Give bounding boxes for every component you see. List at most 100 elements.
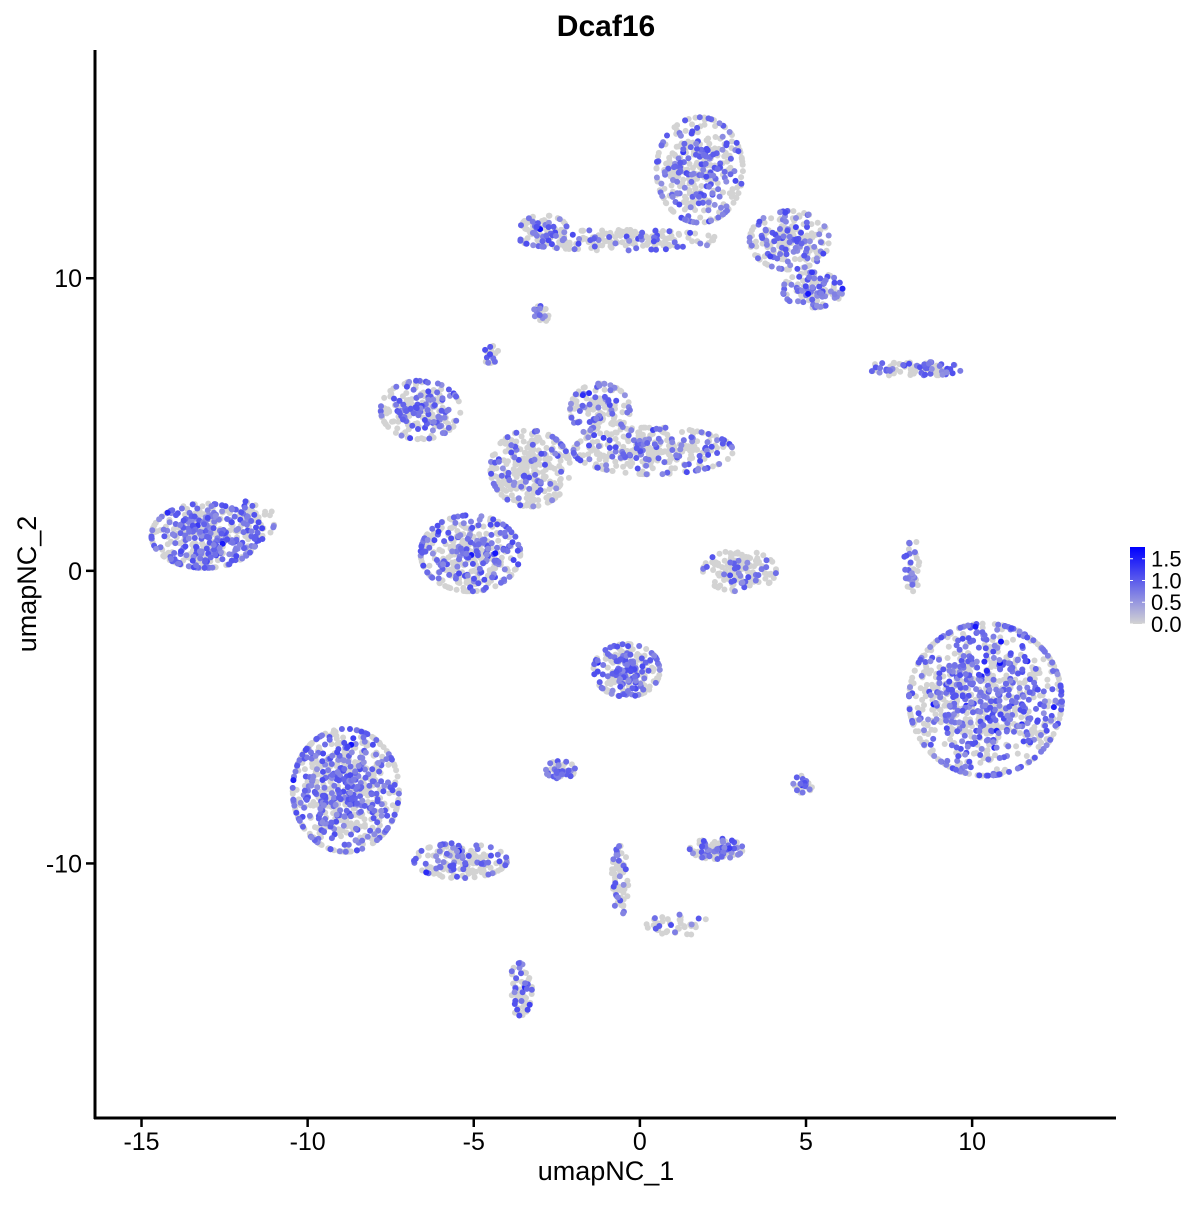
cell-point — [1058, 698, 1065, 705]
cell-point — [782, 218, 789, 225]
cell-point — [932, 699, 939, 706]
cell-point — [805, 290, 812, 297]
cell-point — [1041, 648, 1048, 655]
cell-point — [199, 503, 206, 510]
cell-point — [359, 837, 366, 844]
cell-point — [996, 771, 1003, 778]
cell-point — [424, 537, 431, 543]
cell-point — [960, 653, 967, 659]
cell-point — [719, 564, 725, 571]
cell-point — [396, 409, 403, 416]
cell-point — [985, 736, 991, 743]
cell-point — [242, 498, 249, 505]
cell-point — [556, 491, 563, 498]
cell-point — [664, 916, 671, 923]
cell-point — [562, 448, 569, 455]
cell-point — [267, 529, 274, 536]
cell-point — [962, 763, 969, 770]
cell-point — [475, 580, 482, 587]
cell-point — [482, 584, 489, 591]
cell-point — [557, 477, 563, 484]
cell-point — [681, 216, 688, 223]
cell-point — [248, 518, 255, 524]
cell-point — [567, 405, 574, 412]
cell-point — [454, 563, 461, 570]
cell-point — [548, 446, 555, 453]
cell-point — [593, 415, 600, 422]
cell-point — [619, 239, 626, 246]
cell-point — [662, 424, 669, 431]
cell-point — [518, 433, 525, 440]
cell-point — [359, 845, 366, 852]
cell-point — [667, 172, 674, 179]
cell-point — [368, 791, 375, 798]
cell-point — [222, 503, 229, 510]
cell-point — [491, 557, 498, 564]
cell-point — [803, 219, 810, 226]
cell-point — [996, 702, 1003, 709]
cell-point — [759, 235, 766, 241]
cell-point — [462, 561, 469, 568]
cell-point — [361, 821, 368, 828]
cell-point — [836, 279, 843, 286]
cell-point — [967, 729, 973, 736]
cell-point — [705, 135, 712, 142]
cell-point — [962, 684, 969, 691]
cell-point — [1041, 703, 1047, 710]
cell-point — [475, 552, 481, 559]
cell-point — [586, 227, 593, 234]
cell-point — [319, 732, 325, 739]
cell-point — [1014, 765, 1021, 772]
cell-point — [962, 751, 969, 758]
cell-point — [719, 133, 726, 140]
cell-point — [235, 525, 242, 532]
cell-point — [470, 567, 477, 574]
cell-point — [694, 145, 700, 152]
cell-point — [917, 656, 924, 663]
cell-point — [969, 661, 976, 668]
cell-point — [683, 469, 690, 476]
cell-point — [735, 570, 742, 577]
cell-point — [376, 768, 383, 775]
cell-point — [688, 178, 695, 185]
cell-point — [352, 837, 359, 844]
cell-point — [575, 240, 582, 247]
cell-point — [995, 690, 1001, 697]
cell-point — [506, 477, 513, 484]
cell-point — [978, 746, 985, 752]
cell-point — [452, 575, 459, 582]
cell-point — [727, 572, 734, 579]
cell-point — [972, 623, 979, 630]
cell-point — [909, 674, 916, 681]
cell-point — [328, 761, 335, 767]
cell-point — [489, 452, 496, 459]
cell-point — [421, 417, 428, 423]
cell-point — [178, 548, 184, 555]
cell-point — [786, 239, 793, 246]
cell-point — [910, 588, 917, 595]
cell-point — [714, 450, 721, 456]
cell-point — [1024, 720, 1031, 727]
cell-point — [789, 274, 796, 281]
cell-point — [606, 437, 613, 444]
cell-point — [393, 383, 400, 390]
cell-point — [780, 290, 787, 297]
cell-point — [634, 465, 641, 472]
cell-point — [763, 557, 770, 564]
cell-point — [1037, 732, 1044, 738]
cell-point — [378, 403, 384, 410]
cell-point — [531, 456, 538, 463]
cell-point — [512, 533, 519, 540]
cell-point — [231, 513, 238, 520]
cell-point — [716, 193, 723, 200]
cell-point — [483, 530, 490, 537]
cell-point — [813, 255, 820, 262]
cell-point — [946, 678, 953, 685]
cell-point — [571, 246, 578, 253]
cell-point — [1041, 698, 1048, 705]
cell-point — [214, 557, 221, 564]
cell-point — [776, 265, 783, 272]
cell-point — [968, 699, 975, 706]
cell-point — [936, 656, 942, 663]
cell-point — [398, 432, 405, 439]
